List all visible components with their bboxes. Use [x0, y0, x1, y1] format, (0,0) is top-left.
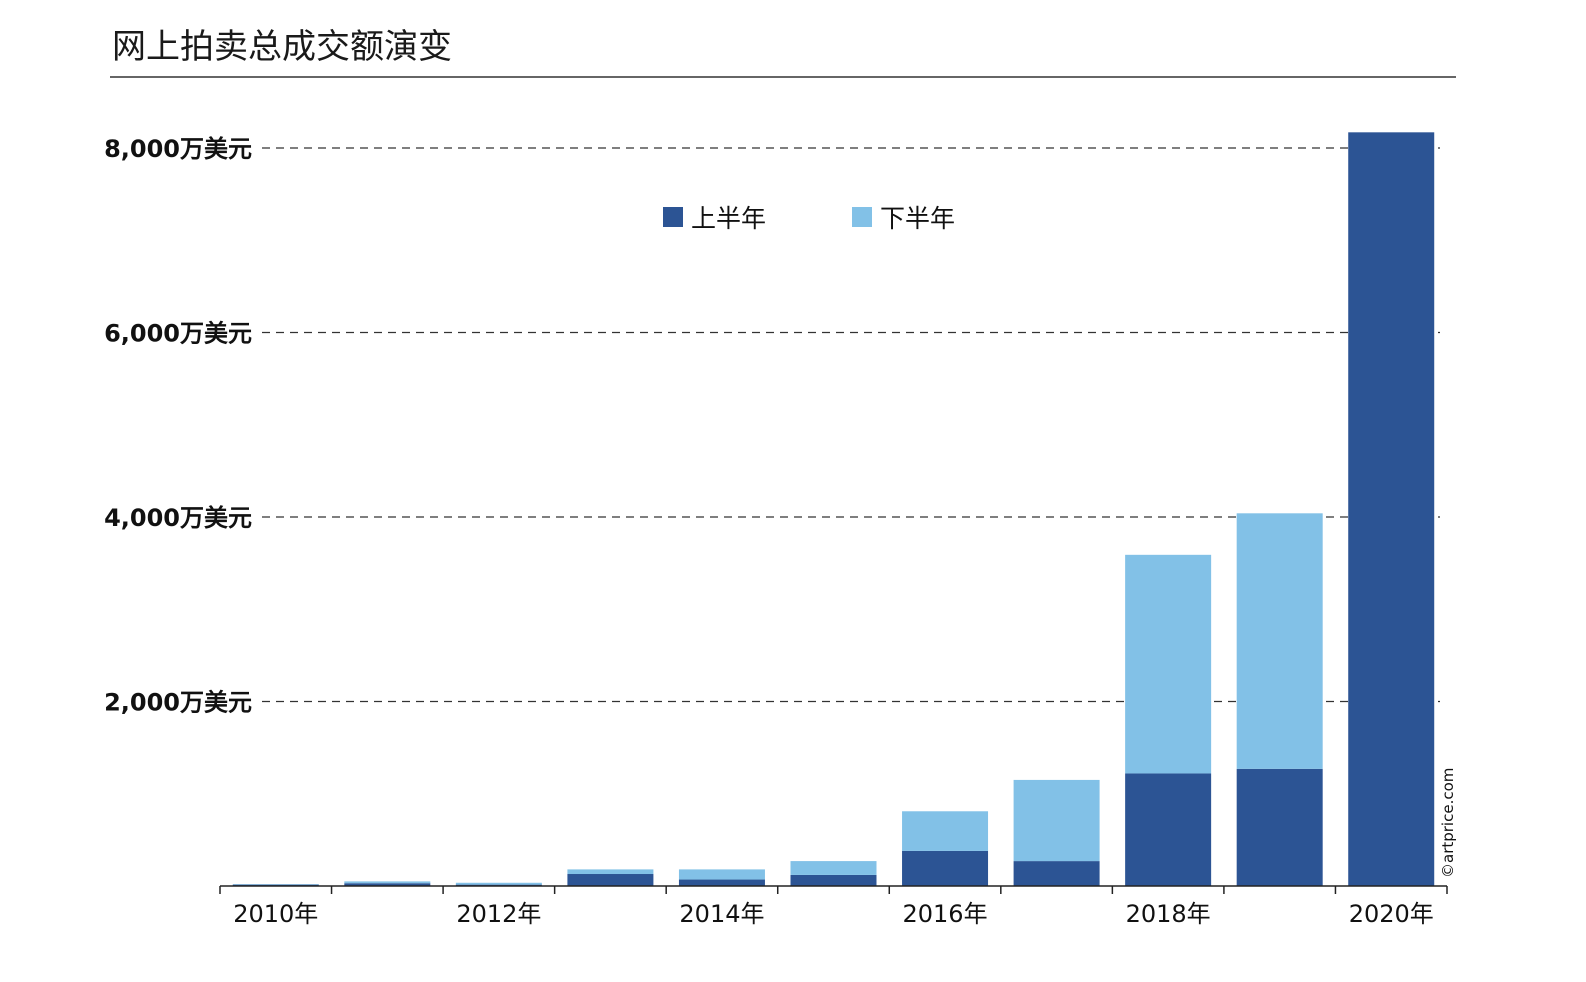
legend-swatch — [852, 207, 872, 227]
x-tick-label: 2010年 — [233, 900, 318, 928]
bar-2017-h1 — [1013, 861, 1100, 886]
bars — [232, 132, 1435, 886]
x-tick-label: 2018年 — [1126, 900, 1211, 928]
x-axis: 2010年 2012年 2014年 2016年 2018年 2020年 — [219, 885, 1448, 928]
bar-2015-h2 — [790, 861, 877, 875]
bar-2016-h1 — [902, 850, 989, 886]
y-axis: 2,000万美元 4,000万美元 6,000万美元 8,000万美元 — [104, 135, 252, 717]
legend-label: 上半年 — [691, 204, 766, 233]
bar-2017-h2 — [1013, 779, 1100, 862]
chart-title: 网上拍卖总成交额演变 — [112, 27, 452, 67]
legend-swatch — [663, 207, 683, 227]
bar-2013-h2 — [567, 869, 654, 875]
bar-2014-h1 — [678, 879, 765, 886]
y-tick-label: 2,000万美元 — [104, 689, 252, 717]
bar-2020-h1 — [1348, 132, 1435, 886]
bar-2014-h2 — [678, 869, 765, 880]
x-tick-label: 2016年 — [903, 900, 988, 928]
bar-2015-h1 — [790, 874, 877, 886]
x-tick-label: 2020年 — [1349, 900, 1434, 928]
y-tick-label: 6,000万美元 — [104, 320, 252, 348]
x-tick-label: 2012年 — [456, 900, 541, 928]
x-tick-label: 2014年 — [679, 900, 764, 928]
bar-2019-h1 — [1236, 768, 1323, 886]
bar-2019-h2 — [1236, 513, 1323, 769]
y-tick-label: 8,000万美元 — [104, 135, 252, 163]
legend-label: 下半年 — [880, 204, 955, 233]
bar-2018-h2 — [1125, 554, 1212, 774]
bar-2016-h2 — [902, 811, 989, 851]
bar-2013-h1 — [567, 874, 654, 886]
y-tick-label: 4,000万美元 — [104, 504, 252, 532]
bar-2011-h2 — [344, 881, 431, 884]
credit-text: ©artprice.com — [1439, 768, 1457, 878]
bar-2018-h1 — [1125, 773, 1212, 886]
legend: 上半年 下半年 — [663, 204, 955, 233]
bar-2011-h1 — [344, 883, 431, 886]
bar-2012-h2 — [455, 882, 542, 885]
